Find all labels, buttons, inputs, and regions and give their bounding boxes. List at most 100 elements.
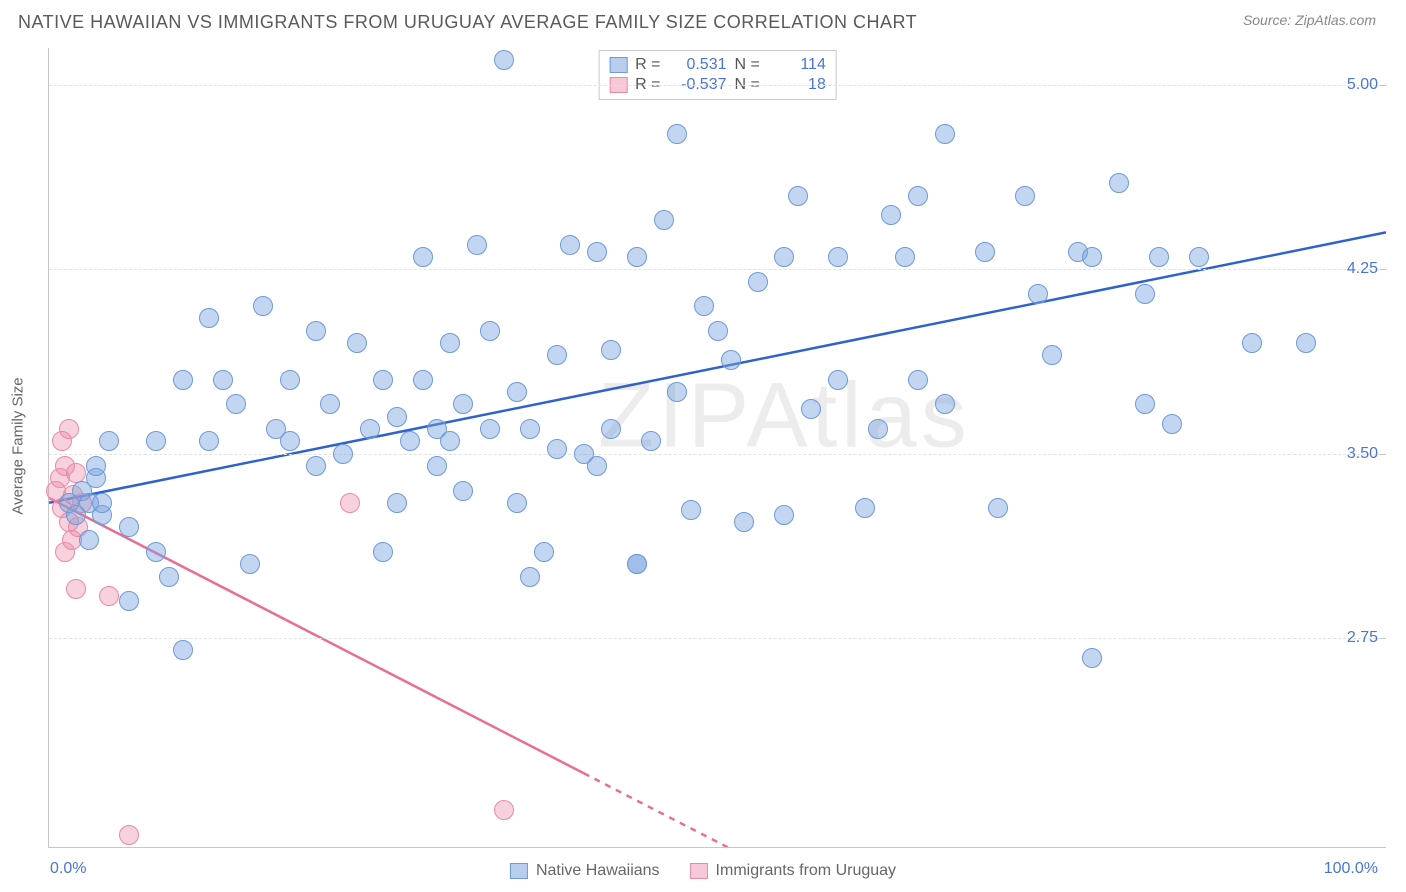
scatter-point <box>440 333 460 353</box>
scatter-point <box>667 382 687 402</box>
scatter-point <box>748 272 768 292</box>
scatter-point <box>199 431 219 451</box>
scatter-point <box>667 124 687 144</box>
r-value: 0.531 <box>669 56 727 74</box>
scatter-point <box>240 554 260 574</box>
scatter-point <box>520 419 540 439</box>
scatter-point <box>480 321 500 341</box>
scatter-point <box>721 350 741 370</box>
y-tick-label: 4.25 <box>1347 260 1378 278</box>
scatter-point <box>99 586 119 606</box>
scatter-point <box>547 439 567 459</box>
legend-item: Native Hawaiians <box>510 862 660 880</box>
scatter-point <box>1149 247 1169 267</box>
scatter-point <box>199 308 219 328</box>
scatter-point <box>801 399 821 419</box>
scatter-point <box>627 554 647 574</box>
scatter-point <box>494 800 514 820</box>
scatter-point <box>507 382 527 402</box>
scatter-point <box>159 567 179 587</box>
scatter-point <box>494 50 514 70</box>
scatter-point <box>66 579 86 599</box>
scatter-point <box>480 419 500 439</box>
scatter-point <box>146 431 166 451</box>
r-label: R = <box>635 56 660 74</box>
scatter-point <box>213 370 233 390</box>
scatter-point <box>306 456 326 476</box>
scatter-point <box>1082 247 1102 267</box>
gridline <box>49 269 1386 270</box>
y-tick-label: 3.50 <box>1347 445 1378 463</box>
scatter-point <box>1015 186 1035 206</box>
scatter-point <box>881 205 901 225</box>
scatter-point <box>774 505 794 525</box>
y-tick-label: 2.75 <box>1347 629 1378 647</box>
scatter-point <box>908 186 928 206</box>
scatter-point <box>1162 414 1182 434</box>
scatter-point <box>340 493 360 513</box>
scatter-point <box>280 431 300 451</box>
scatter-point <box>173 370 193 390</box>
scatter-point <box>868 419 888 439</box>
scatter-point <box>1082 648 1102 668</box>
correlation-stats-box: R =0.531N =114R =-0.537N =18 <box>598 50 837 100</box>
stats-row: R = 0.531 N = 114 <box>609 55 826 75</box>
scatter-point <box>360 419 380 439</box>
scatter-point <box>253 296 273 316</box>
scatter-point <box>1028 284 1048 304</box>
y-tick-label: 5.00 <box>1347 76 1378 94</box>
gridline <box>49 638 1386 639</box>
scatter-point <box>935 124 955 144</box>
x-axis-min-label: 0.0% <box>50 860 86 878</box>
source-attribution: Source: ZipAtlas.com <box>1243 12 1376 28</box>
scatter-point <box>173 640 193 660</box>
legend-swatch <box>609 57 627 73</box>
x-axis-max-label: 100.0% <box>1324 860 1378 878</box>
scatter-point <box>59 419 79 439</box>
scatter-point <box>413 247 433 267</box>
scatter-point <box>79 530 99 550</box>
y-axis-label: Average Family Size <box>10 377 27 514</box>
scatter-point <box>347 333 367 353</box>
n-value: 114 <box>768 56 826 74</box>
scatter-point <box>560 235 580 255</box>
scatter-point <box>788 186 808 206</box>
scatter-point <box>333 444 353 464</box>
scatter-point <box>427 456 447 476</box>
legend-swatch <box>510 863 528 879</box>
scatter-point <box>373 370 393 390</box>
scatter-point <box>828 370 848 390</box>
scatter-point <box>119 591 139 611</box>
legend-label: Immigrants from Uruguay <box>716 862 897 880</box>
scatter-point <box>975 242 995 262</box>
scatter-point <box>708 321 728 341</box>
scatter-point <box>453 481 473 501</box>
scatter-point <box>895 247 915 267</box>
scatter-point <box>99 431 119 451</box>
scatter-point <box>587 456 607 476</box>
scatter-point <box>1242 333 1262 353</box>
scatter-point <box>534 542 554 562</box>
scatter-point <box>226 394 246 414</box>
chart-plot-area: ZIPAtlas R =0.531N =114R =-0.537N =18 2.… <box>48 48 1386 848</box>
scatter-point <box>681 500 701 520</box>
scatter-point <box>908 370 928 390</box>
scatter-point <box>467 235 487 255</box>
scatter-point <box>92 493 112 513</box>
legend-swatch <box>690 863 708 879</box>
scatter-point <box>855 498 875 518</box>
scatter-point <box>413 370 433 390</box>
trend-lines <box>49 48 1386 847</box>
scatter-point <box>387 493 407 513</box>
scatter-point <box>654 210 674 230</box>
scatter-point <box>587 242 607 262</box>
chart-title: NATIVE HAWAIIAN VS IMMIGRANTS FROM URUGU… <box>18 12 917 33</box>
scatter-point <box>280 370 300 390</box>
scatter-point <box>1135 284 1155 304</box>
scatter-point <box>520 567 540 587</box>
n-label: N = <box>735 56 760 74</box>
scatter-point <box>988 498 1008 518</box>
scatter-point <box>1109 173 1129 193</box>
gridline <box>49 85 1386 86</box>
scatter-point <box>935 394 955 414</box>
